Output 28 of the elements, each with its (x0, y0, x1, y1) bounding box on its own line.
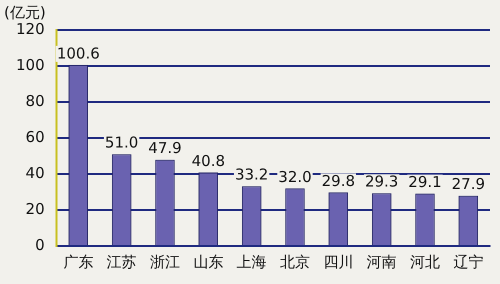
y-tick-label: 60 (26, 128, 45, 146)
y-tick-label: 120 (16, 20, 45, 38)
x-tick-label: 河南 (366, 252, 397, 271)
data-label: 40.8 (192, 152, 226, 170)
x-tick-label: 河北 (410, 252, 440, 271)
y-tick-label: 40 (26, 164, 45, 182)
x-tick-label: 江苏 (106, 252, 137, 271)
y-tick-label: 20 (26, 200, 45, 218)
x-tick-label: 北京 (280, 252, 310, 271)
x-tick-label: 上海 (236, 252, 267, 271)
data-label: 29.8 (322, 172, 356, 190)
data-label: 100.6 (56, 44, 100, 62)
x-tick-label: 山东 (193, 252, 224, 271)
data-label: 29.1 (408, 173, 442, 192)
y-tick-label: 0 (35, 236, 45, 254)
x-tick-label: 浙江 (150, 252, 180, 271)
y-axis-title: (亿元) (4, 3, 46, 22)
x-tick-label: 广东 (63, 252, 94, 271)
data-label: 32.0 (278, 168, 312, 186)
data-label: 29.3 (364, 172, 398, 191)
data-label: 51.0 (104, 134, 138, 152)
data-label: 27.9 (452, 175, 486, 194)
data-label: 33.2 (234, 166, 268, 184)
data-label: 47.9 (148, 139, 182, 158)
y-tick-label: 100 (16, 56, 45, 74)
y-tick-label: 80 (26, 92, 45, 110)
x-tick-label: 辽宁 (453, 252, 484, 271)
x-tick-label: 四川 (323, 252, 354, 271)
